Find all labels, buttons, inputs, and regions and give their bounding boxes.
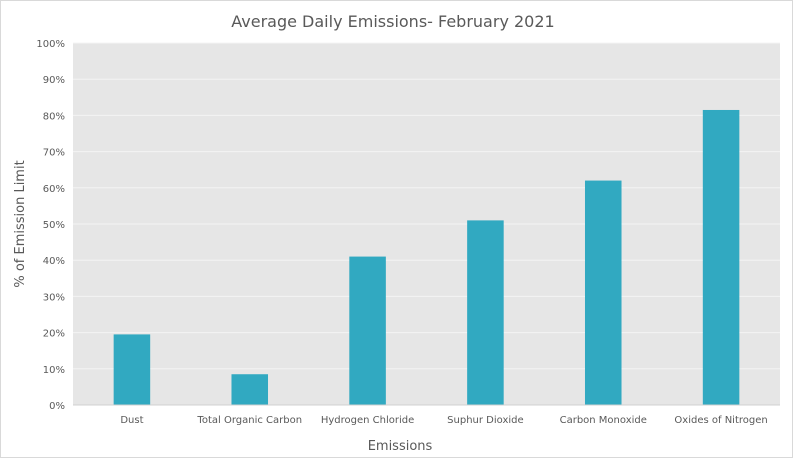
x-axis-label: Emissions [368,439,433,454]
y-tick-label: 90% [43,75,65,86]
y-tick-label: 40% [43,256,65,267]
bar [231,374,269,405]
x-axis-tick-labels: Dust Total Organic Carbon Hydrogen Chlorid… [120,415,767,426]
x-tick-label: Dust [120,415,143,426]
x-tick-label: Total Organic Carbon [196,415,302,426]
y-axis-label: % of Emission Limit [13,160,28,287]
y-tick-label: 0% [49,401,65,412]
bar [349,256,386,405]
y-tick-label: 10% [43,365,65,376]
x-tick-label: Oxides of Nitrogen [674,415,767,426]
gridlines [73,42,780,370]
y-tick-label: 50% [43,220,65,231]
y-tick-label: 70% [43,148,65,159]
x-tick-label: Suphur Dioxide [447,415,523,426]
bars [113,109,740,405]
y-tick-label: 20% [43,329,65,340]
x-tick-label: Carbon Monoxide [560,415,647,426]
chart-title: Average Daily Emissions- February 2021 [231,12,554,31]
y-tick-label: 80% [43,111,65,122]
bar [113,334,151,405]
x-tick-label: Hydrogen Chloride [321,415,414,426]
bar [584,180,622,405]
y-tick-label: 30% [43,292,65,303]
bar [467,220,504,405]
bar [702,109,740,405]
y-tick-label: 100% [36,39,65,50]
y-axis-tick-labels: 0% 10% 20% 30% 40% 50% 60% 70% 80% 90% 100% [36,39,65,412]
y-tick-label: 60% [43,184,65,195]
